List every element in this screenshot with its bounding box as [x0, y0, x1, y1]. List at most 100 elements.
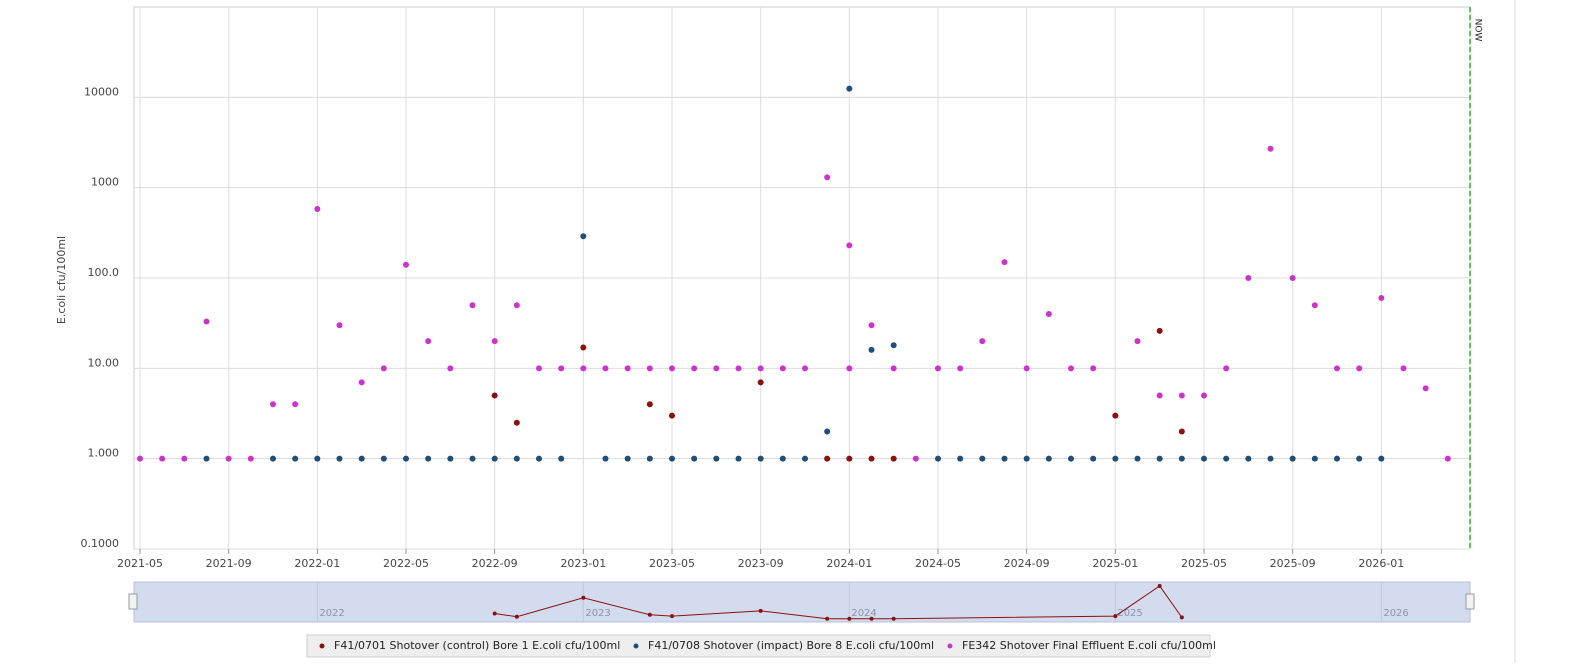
- data-point: [447, 455, 454, 462]
- data-point: [1311, 302, 1318, 309]
- data-point: [558, 455, 565, 462]
- y-tick-label: 0.1000: [81, 537, 120, 550]
- data-point: [1001, 455, 1008, 462]
- data-point: [669, 455, 675, 462]
- data-point: [624, 365, 631, 372]
- legend: [306, 634, 1211, 658]
- data-point: [159, 455, 166, 462]
- data-point: [425, 338, 432, 345]
- x-tick-label: 2025-05: [1181, 557, 1227, 570]
- navigator-point: [758, 608, 763, 613]
- data-point: [824, 174, 831, 181]
- navigator-point: [869, 616, 874, 621]
- data-point: [846, 365, 853, 372]
- x-tick-label: 2025-01: [1092, 557, 1138, 570]
- data-point: [691, 455, 698, 462]
- data-point: [868, 346, 875, 353]
- navigator-handle[interactable]: [128, 593, 138, 610]
- data-point: [1378, 295, 1385, 302]
- data-point: [1356, 365, 1363, 372]
- data-point: [225, 455, 232, 462]
- data-point: [137, 455, 143, 462]
- legend-label[interactable]: F41/0708 Shotover (impact) Bore 8 E.coli…: [648, 639, 934, 652]
- data-point: [1223, 455, 1230, 462]
- data-point: [669, 412, 675, 419]
- data-point: [314, 206, 321, 213]
- data-point: [646, 365, 653, 372]
- legend-marker: [319, 643, 325, 649]
- data-point: [669, 365, 675, 372]
- data-point: [1156, 392, 1163, 399]
- y-tick-label: 10000: [84, 85, 119, 98]
- navigator-point: [1113, 614, 1118, 619]
- data-point: [1289, 275, 1296, 281]
- navigator-handle[interactable]: [1465, 593, 1475, 610]
- navigator-point: [847, 616, 852, 621]
- data-point: [203, 455, 210, 462]
- data-point: [358, 379, 365, 386]
- data-point: [935, 455, 941, 462]
- legend-marker: [947, 643, 953, 649]
- data-point: [513, 455, 520, 462]
- data-point: [957, 365, 964, 372]
- data-point: [336, 322, 343, 329]
- data-point: [513, 419, 520, 426]
- data-point: [646, 401, 653, 408]
- legend-marker: [633, 643, 639, 649]
- data-point: [957, 455, 964, 462]
- data-point: [1267, 145, 1274, 152]
- data-point: [425, 455, 432, 462]
- data-point: [624, 455, 631, 462]
- x-tick-label: 2021-05: [117, 557, 163, 570]
- data-point: [403, 455, 409, 462]
- data-point: [469, 455, 476, 462]
- x-tick-label: 2024-05: [915, 557, 961, 570]
- data-point: [558, 365, 565, 372]
- data-point: [1156, 327, 1163, 334]
- data-point: [491, 338, 498, 345]
- navigator-label: 2025: [1117, 608, 1142, 619]
- legend-label[interactable]: FE342 Shotover Final Effluent E.coli cfu…: [962, 639, 1216, 652]
- data-point: [1422, 385, 1429, 392]
- data-point: [1068, 365, 1074, 372]
- data-point: [491, 392, 498, 399]
- data-point: [691, 365, 698, 372]
- navigator-label: 2023: [585, 608, 610, 619]
- y-axis-label: E.coli cfu/100ml: [55, 236, 68, 324]
- data-point: [1334, 365, 1340, 372]
- x-tick-label: 2021-09: [206, 557, 252, 570]
- data-point: [1356, 455, 1363, 462]
- navigator-point: [514, 614, 519, 619]
- data-point: [1201, 392, 1207, 399]
- data-point: [1289, 455, 1296, 462]
- navigator-point: [891, 616, 896, 621]
- x-tick-label: 2025-09: [1270, 557, 1316, 570]
- data-point: [1023, 365, 1030, 372]
- y-tick-label: 1.000: [88, 447, 120, 460]
- data-point: [580, 233, 587, 240]
- data-point: [1378, 455, 1385, 462]
- y-tick-label: 1000: [91, 176, 119, 189]
- data-point: [1223, 365, 1230, 372]
- data-point: [1134, 455, 1141, 462]
- data-point: [491, 455, 498, 462]
- data-point: [536, 365, 542, 372]
- data-point: [380, 455, 387, 462]
- data-point: [757, 365, 764, 372]
- data-point: [824, 428, 831, 435]
- navigator-point: [581, 595, 586, 600]
- legend-label[interactable]: F41/0701 Shotover (control) Bore 1 E.col…: [334, 639, 620, 652]
- data-point: [314, 455, 321, 462]
- data-point: [1245, 455, 1252, 462]
- now-label: NOW: [1473, 19, 1483, 42]
- data-point: [1178, 428, 1185, 435]
- data-point: [469, 302, 476, 309]
- x-tick-label: 2023-09: [738, 557, 784, 570]
- data-point: [735, 455, 742, 462]
- x-tick-label: 2023-01: [560, 557, 606, 570]
- navigator-point: [1157, 584, 1162, 588]
- data-point: [1311, 455, 1318, 462]
- data-point: [757, 455, 764, 462]
